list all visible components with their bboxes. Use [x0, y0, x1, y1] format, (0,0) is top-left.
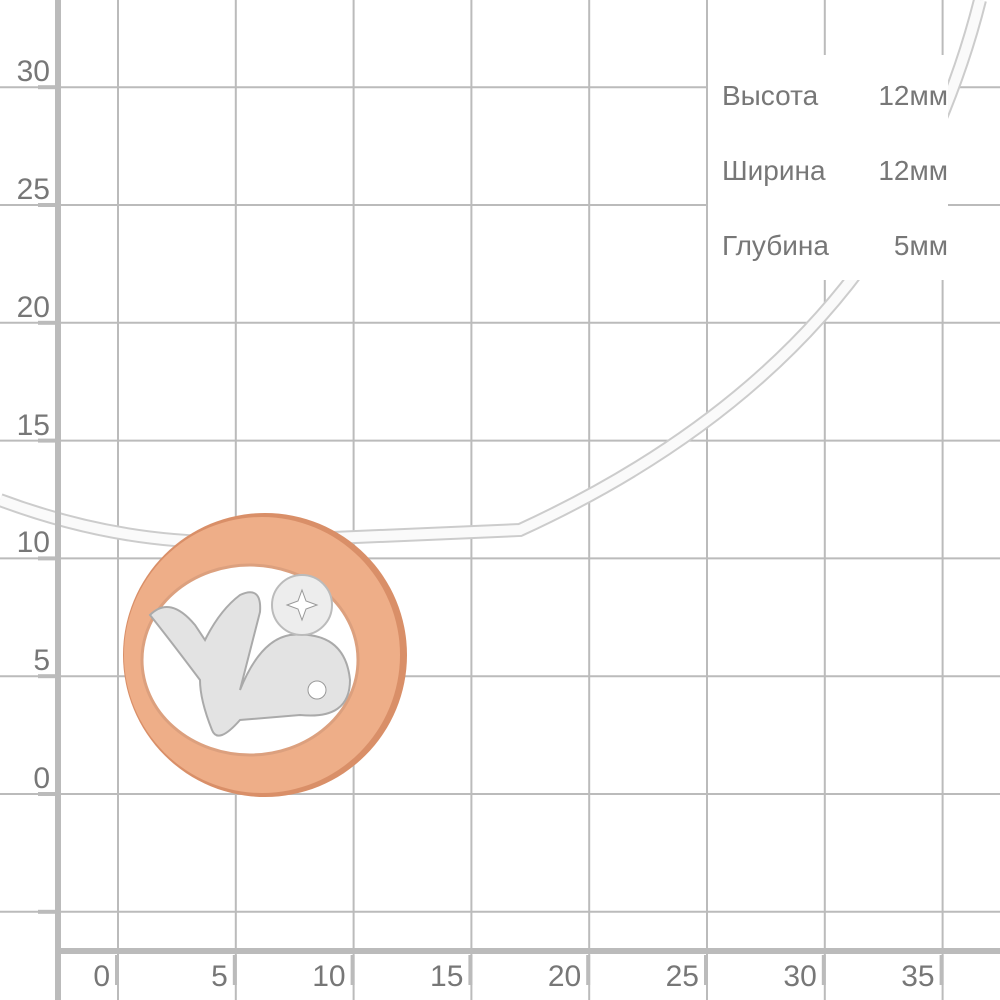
y-tick-label: 15: [16, 408, 50, 442]
x-tick-label: 35: [901, 960, 935, 993]
x-tick-label: 15: [430, 960, 464, 993]
y-tick: [38, 909, 60, 914]
y-tick: [38, 556, 60, 561]
spec-label: Ширина: [722, 155, 826, 186]
spec-value: 12мм: [878, 80, 948, 111]
x-tick-label: 10: [312, 960, 346, 993]
x-axis: [55, 948, 1000, 954]
pendant: [123, 513, 407, 797]
y-axis: [55, 0, 61, 1000]
y-tick: [38, 674, 60, 679]
capricorn-symbol: [148, 591, 352, 737]
y-tick-label: 25: [16, 173, 50, 206]
diamond-icon: [285, 588, 319, 622]
x-tick: [586, 955, 591, 985]
y-tick-label: 5: [33, 644, 50, 678]
x-tick: [115, 955, 119, 985]
y-tick: [38, 203, 60, 207]
x-tick: [350, 955, 355, 985]
spec-value: 5мм: [893, 230, 948, 261]
x-tick: [821, 955, 826, 985]
y-tick: [38, 792, 60, 796]
x-tick: [704, 955, 708, 985]
spec-height: Высота 12мм: [722, 80, 948, 112]
x-tick-label: 0: [93, 960, 110, 993]
spec-label: Высота: [722, 80, 819, 111]
x-tick-label: 25: [665, 960, 699, 993]
y-tick-label: 20: [16, 290, 50, 324]
spec-depth: Глубина 5мм: [722, 230, 948, 262]
x-tick-label: 20: [547, 960, 582, 993]
x-tick-label: 5: [211, 960, 228, 993]
x-tick: [468, 955, 473, 985]
dimensions-panel: Высота 12мм Ширина 12мм Глубина 5мм: [708, 55, 948, 280]
y-tick: [38, 438, 60, 443]
spec-width: Ширина 12мм: [722, 155, 948, 187]
y-tick-label: 30: [16, 55, 50, 89]
x-tick: [232, 955, 237, 985]
y-tick-label: 10: [16, 526, 50, 560]
x-tick-label: 30: [783, 960, 817, 993]
y-tick: [38, 85, 60, 90]
x-tick: [939, 955, 944, 985]
y-tick: [38, 320, 60, 325]
y-tick-label: 0: [33, 762, 50, 795]
spec-value: 12мм: [878, 155, 948, 186]
spec-label: Глубина: [722, 230, 829, 261]
